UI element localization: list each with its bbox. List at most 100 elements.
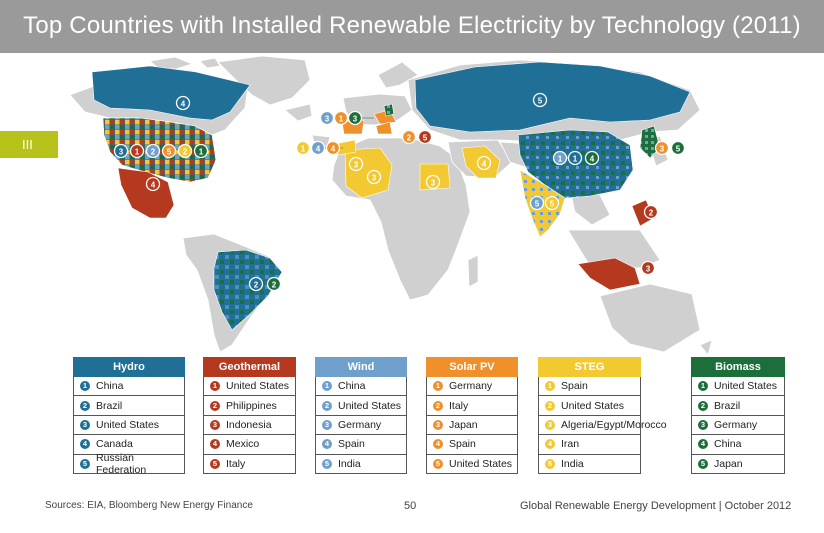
legend-header: STEG bbox=[538, 357, 641, 377]
svg-text:1: 1 bbox=[558, 154, 563, 163]
svg-text:4: 4 bbox=[181, 99, 186, 108]
svg-text:1: 1 bbox=[199, 147, 204, 156]
svg-text:4: 4 bbox=[590, 154, 595, 163]
legend-row: 4 Mexico bbox=[203, 435, 296, 455]
legend-row: 2 Philippines bbox=[203, 396, 296, 416]
map-marker: 3 bbox=[319, 110, 335, 126]
country-name: United States bbox=[561, 399, 625, 412]
map-marker: 3 bbox=[348, 156, 364, 172]
map-marker: 3 bbox=[347, 110, 363, 126]
svg-text:2: 2 bbox=[183, 147, 188, 156]
rank-badge: 3 bbox=[545, 419, 555, 430]
map-marker: 4 bbox=[145, 176, 161, 192]
rank-badge: 1 bbox=[210, 381, 220, 392]
svg-text:2: 2 bbox=[649, 208, 654, 217]
title-bar: Top Countries with Installed Renewable E… bbox=[0, 0, 824, 53]
map-marker: 4 bbox=[310, 140, 326, 156]
legend-geothermal: Geothermal 1 United States 2 Philippines 3 Ind… bbox=[203, 357, 296, 474]
rank-badge: 1 bbox=[698, 381, 708, 392]
svg-text:3: 3 bbox=[354, 160, 359, 169]
map-marker: 2 bbox=[401, 129, 417, 145]
map-marker: 5 bbox=[417, 129, 433, 145]
legend-row: 4 Spain bbox=[315, 435, 407, 455]
rank-badge: 5 bbox=[80, 458, 90, 469]
legend-row: 4 China bbox=[691, 435, 785, 455]
map-marker: 3 bbox=[366, 169, 382, 185]
rank-badge: 2 bbox=[433, 400, 443, 411]
country-name: Iran bbox=[561, 438, 580, 451]
country-name: India bbox=[338, 457, 361, 470]
country-name: Germany bbox=[449, 380, 493, 393]
map-marker: 5 bbox=[532, 92, 548, 108]
rank-badge: 2 bbox=[322, 400, 332, 411]
legend-row: 4 Iran bbox=[538, 435, 641, 455]
country-name: Italy bbox=[226, 457, 246, 470]
legend-row: 1 China bbox=[315, 377, 407, 397]
country-name: China bbox=[714, 438, 742, 451]
svg-text:3: 3 bbox=[119, 147, 124, 156]
svg-text:5: 5 bbox=[167, 147, 172, 156]
svg-text:2: 2 bbox=[151, 147, 156, 156]
legend-row: 1 United States bbox=[691, 377, 785, 397]
svg-text:5: 5 bbox=[423, 133, 428, 142]
legend-steg: STEG 1 Spain 2 United States 3 Algeria/Egypt/M… bbox=[538, 357, 667, 474]
legend-row: 5 United States bbox=[426, 454, 518, 474]
country-name: United States bbox=[96, 418, 160, 431]
legend-header: Solar PV bbox=[426, 357, 518, 377]
rank-badge: 3 bbox=[322, 419, 332, 430]
rank-badge: 1 bbox=[322, 381, 332, 392]
svg-text:5: 5 bbox=[538, 96, 543, 105]
svg-text:4: 4 bbox=[482, 159, 487, 168]
country-name: United States bbox=[714, 380, 778, 393]
map-marker: 5 bbox=[161, 143, 177, 159]
svg-text:1: 1 bbox=[135, 147, 140, 156]
legend-row: 1 Germany bbox=[426, 377, 518, 397]
legend-row: 5 India bbox=[538, 454, 641, 474]
legend-row: 5 Russian Federation bbox=[73, 452, 185, 476]
legend-hydro: Hydro 1 China 2 Brazil 3 United States 4 Canada 5… bbox=[73, 357, 185, 476]
section-marker: III bbox=[0, 131, 58, 158]
legend-row: 5 India bbox=[315, 454, 407, 474]
legend-row: 4 Canada bbox=[73, 435, 185, 455]
rank-badge: 4 bbox=[210, 439, 220, 450]
legend-row: 3 Japan bbox=[426, 415, 518, 436]
legend-row: 1 China bbox=[73, 377, 185, 397]
country-name: India bbox=[561, 457, 584, 470]
svg-text:1: 1 bbox=[339, 114, 344, 123]
country-name: Italy bbox=[449, 399, 469, 412]
map-marker: 1 bbox=[295, 140, 311, 156]
svg-text:1: 1 bbox=[573, 154, 578, 163]
rank-badge: 2 bbox=[545, 400, 555, 411]
rank-badge: 3 bbox=[210, 419, 220, 430]
rank-badge: 5 bbox=[698, 458, 708, 469]
legend-header: Geothermal bbox=[203, 357, 296, 377]
sources-note: Sources: EIA, Bloomberg New Energy Finan… bbox=[45, 500, 253, 511]
svg-text:2: 2 bbox=[272, 280, 277, 289]
rank-badge: 5 bbox=[545, 458, 555, 469]
country-name: Indonesia bbox=[226, 418, 272, 431]
map-marker: 4 bbox=[175, 95, 191, 111]
country-name: Japan bbox=[449, 418, 478, 431]
legend-row: 4 Spain bbox=[426, 435, 518, 455]
map-marker: 2 bbox=[643, 204, 659, 220]
rank-badge: 3 bbox=[433, 419, 443, 430]
legend-header: Wind bbox=[315, 357, 407, 377]
map-marker: 2 bbox=[177, 143, 193, 159]
legend-row: 2 United States bbox=[315, 396, 407, 416]
rank-badge: 4 bbox=[80, 439, 90, 450]
country-name: United States bbox=[226, 380, 290, 393]
legend-row: 2 Italy bbox=[426, 396, 518, 416]
country-name: Philippines bbox=[226, 399, 277, 412]
map-marker: 4 bbox=[325, 140, 341, 156]
legend-row: 3 Indonesia bbox=[203, 415, 296, 436]
map-marker: 5 bbox=[544, 195, 560, 211]
rank-badge: 4 bbox=[322, 439, 332, 450]
country-name: China bbox=[338, 380, 366, 393]
svg-text:1: 1 bbox=[301, 144, 306, 153]
country-name: Spain bbox=[561, 380, 588, 393]
map-marker: 3 bbox=[425, 174, 441, 190]
country-name: Algeria/Egypt/Morocco bbox=[561, 418, 667, 431]
map-marker: 2 bbox=[248, 276, 264, 292]
country-name: Germany bbox=[338, 418, 382, 431]
